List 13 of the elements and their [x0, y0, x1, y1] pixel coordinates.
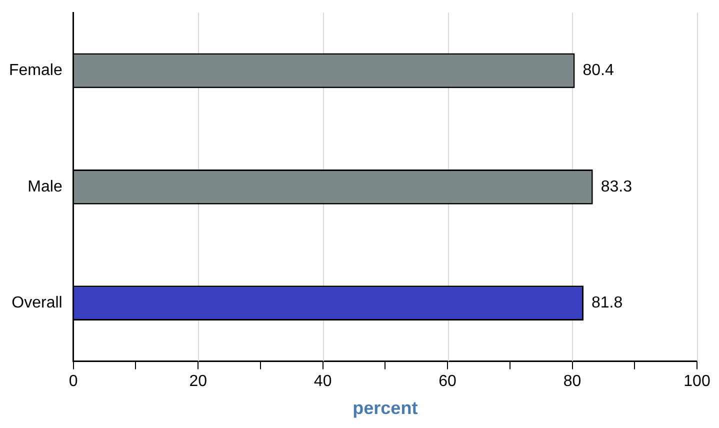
x-tick-label: 80 — [563, 373, 582, 390]
x-tick-label: 60 — [438, 373, 457, 390]
x-axis-title: percent — [352, 398, 418, 418]
y-tick-label: Overall — [12, 294, 62, 312]
x-tick-label: 40 — [314, 373, 332, 390]
x-tick-label: 100 — [684, 373, 710, 390]
x-tick-label: 0 — [68, 373, 78, 390]
y-tick-label: Female — [8, 62, 62, 80]
x-tick-label: 20 — [189, 373, 208, 390]
data-label: 83.3 — [600, 178, 632, 196]
y-tick-label: Male — [28, 178, 62, 196]
data-label: 81.8 — [591, 294, 623, 312]
data-label: 80.4 — [582, 62, 614, 80]
